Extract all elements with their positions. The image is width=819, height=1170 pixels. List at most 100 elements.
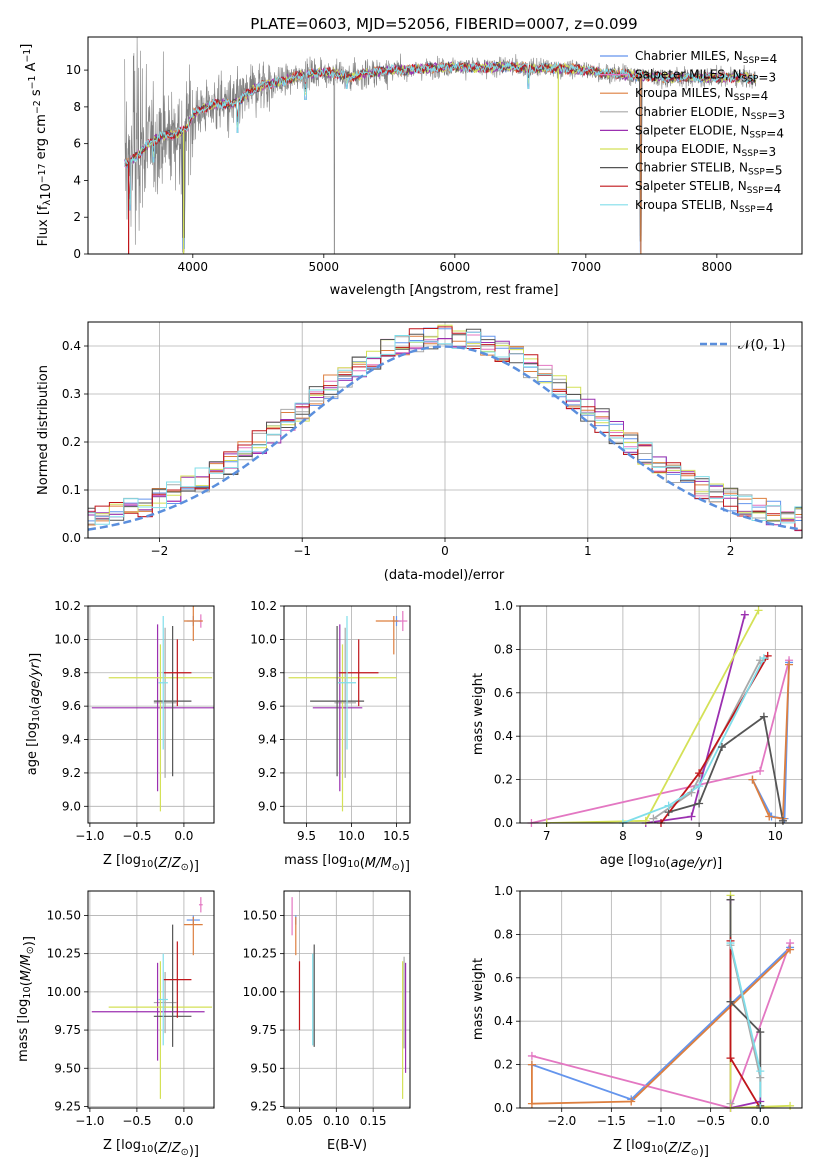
subscript: SSP [742, 75, 759, 85]
superscript: −1 [22, 49, 33, 63]
label-span: Kroupa ELODIE, N [635, 142, 742, 156]
subscript: SSP [749, 130, 766, 140]
label-span: )] [189, 859, 199, 874]
x-tick-label: 0.0 [751, 1114, 770, 1128]
age-vs-mass-panel: 9.5 10.0 10.5 9.0 9.2 9.4 9.6 9.8 10.0 10.2 mass [… [250, 599, 411, 874]
label-span: erg cm [34, 114, 49, 163]
label-span: Z [157, 1141, 168, 1156]
label-span: / [167, 856, 172, 871]
y-tick-label: 9.25 [250, 1099, 277, 1113]
label-span: ( [153, 856, 158, 871]
subscript: 10 [141, 859, 153, 870]
x-tick-label: −1.0 [75, 829, 104, 843]
mass-weight-marker-kroupa-stelib [759, 654, 768, 663]
label-span: =3 [758, 145, 776, 159]
y-tick-label: 0.0 [494, 816, 513, 830]
plot-area [291, 897, 407, 1099]
subscript: ⊙ [181, 1147, 189, 1158]
superscript: −1 [27, 76, 38, 90]
mass-weight-marker-chabrier-stelib [717, 743, 726, 752]
legend-label-kroupa-stelib: Kroupa STELIB, NSSP=4 [635, 198, 773, 215]
label-span: mass [log [284, 853, 347, 868]
plot-area [124, 37, 757, 254]
label-span: =4 [751, 89, 769, 103]
mass-vs-ebv-panel: 0.05 0.10 0.15 9.25 9.50 9.75 10.00 10.25 10.50 E… [243, 890, 411, 1153]
axes-frame [87, 890, 215, 1109]
x-tick-label: −1.0 [75, 1114, 104, 1128]
y-tick-label: 0.8 [494, 642, 513, 656]
subscript: 10 [31, 710, 42, 722]
x-tick-label: −1.0 [646, 1114, 675, 1128]
mass-weight-marker-chabrier-stelib [695, 799, 704, 808]
x-tick-label: 0.05 [286, 1114, 313, 1128]
y-tick-label: 0.0 [62, 531, 81, 545]
legend-label-salpeter-elodie: Salpeter ELODIE, NSSP=4 [635, 123, 784, 140]
label-span: ] [19, 44, 34, 49]
label-span: age/yr [28, 661, 43, 704]
x-tick-label: 10.5 [383, 829, 410, 843]
y-tick-label: 9.75 [250, 1023, 277, 1037]
legend-label-normal: 𝒩(0, 1) [738, 338, 785, 353]
axes-frame [87, 36, 803, 255]
x-tick-label: 0.0 [174, 829, 193, 843]
label-span: Z [157, 856, 168, 871]
mass-weight-marker-kroupa-miles [765, 812, 774, 821]
subscript: 10 [22, 986, 33, 998]
label-span: Chabrier STELIB, N [635, 161, 748, 175]
histogram-kroupa-elodie [88, 324, 802, 521]
y-tick-label: 9.8 [62, 666, 81, 680]
label-span: Z [681, 1141, 692, 1156]
subscript: 10 [651, 1144, 663, 1155]
mass-weight-marker-kroupa-miles [527, 1060, 536, 1069]
label-span: =3 [758, 71, 776, 85]
mass-weight-marker-kroupa-miles [748, 775, 757, 784]
label-span: A [24, 62, 39, 75]
mass-weight-line-chabrier-elodie [652, 659, 761, 820]
subscript: λ [42, 200, 53, 206]
plot-area [91, 606, 214, 812]
x-axis-label: age [log10(age/yr)] [600, 853, 723, 871]
x-axis-label: mass [log10(M/M⊙)] [284, 853, 410, 874]
mass-weight-marker-kroupa-miles [786, 945, 795, 954]
y-tick-label: 10.0 [54, 632, 81, 646]
x-axis-label: Z [log10(Z/Z⊙)] [103, 853, 199, 874]
mass-weight-marker-chabrier-stelib [759, 712, 768, 721]
mass-weight-marker-kroupa-miles [627, 1097, 636, 1106]
y-tick-label: 9.50 [54, 1061, 81, 1075]
x-tick-label: −0.5 [696, 1114, 725, 1128]
y-tick-label: 0.2 [494, 1058, 513, 1072]
plot-area [531, 609, 790, 823]
model-spectrum-kroupa-stelib [124, 61, 757, 211]
legend-label-salpeter-miles: Salpeter MILES, NSSP=3 [635, 68, 776, 85]
label-span: / [167, 1141, 172, 1156]
label-span: ( [153, 1141, 158, 1156]
label-span: Z [log [103, 1138, 141, 1153]
mass-weight-marker-salpeter-elodie [687, 812, 696, 821]
label-span: Kroupa STELIB, N [635, 198, 739, 212]
label-span: Salpeter MILES, N [635, 68, 742, 82]
y-axis-label: mass weight [471, 958, 486, 1040]
y-tick-label: 0.4 [494, 729, 513, 743]
y-tick-label: 1.0 [494, 599, 513, 613]
legend-label-salpeter-stelib: Salpeter STELIB, NSSP=4 [635, 179, 781, 196]
y-tick-label: 9.8 [258, 666, 277, 680]
label-span: age [log [600, 853, 653, 868]
y-tick-label: 0.6 [494, 686, 513, 700]
x-tick-label: 8000 [702, 260, 733, 274]
y-tick-label: 0.8 [494, 927, 513, 941]
y-tick-label: 4 [73, 173, 81, 187]
x-tick-label: −2 [151, 544, 169, 558]
mass-weight-marker-kroupa-elodie [786, 1101, 795, 1110]
x-tick-label: 2 [727, 544, 735, 558]
subscript: 10 [141, 1144, 153, 1155]
label-span: )] [712, 856, 722, 871]
y-tick-label: 9.75 [54, 1023, 81, 1037]
label-span: ( [360, 856, 365, 871]
mass-weight-marker-chabrier-stelib [756, 1028, 765, 1037]
subscript: SSP [751, 112, 768, 122]
x-tick-label: 8 [619, 829, 627, 843]
subscript: 10 [653, 859, 665, 870]
x-axis-label: Z [log10(Z/Z⊙)] [613, 1138, 709, 1159]
